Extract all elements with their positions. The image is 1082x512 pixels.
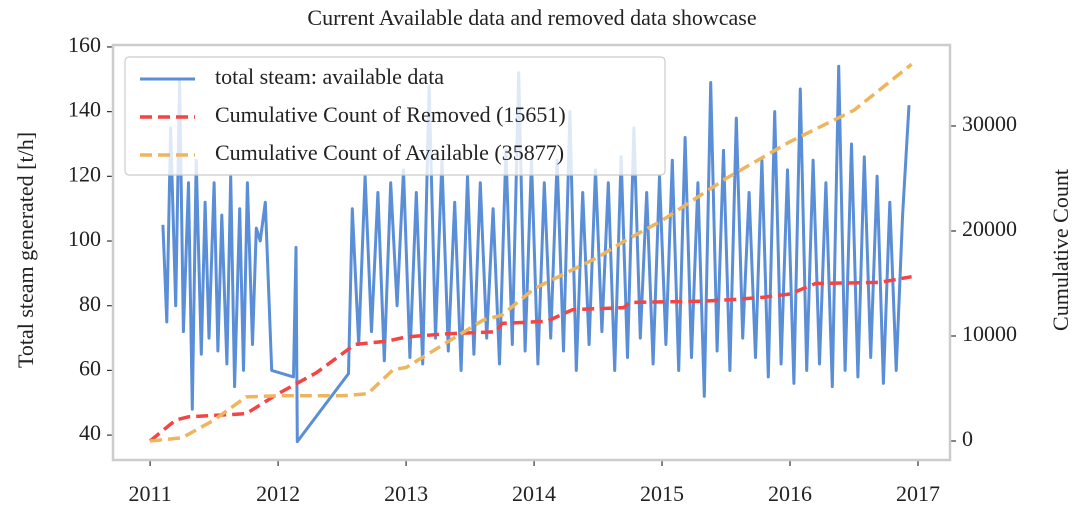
y-tick-label: 80 [79,291,101,316]
y2-tick-label: 10000 [962,321,1017,346]
y-tick-label: 140 [68,97,101,122]
series-line [148,274,912,443]
y2-tick-label: 20000 [962,216,1017,241]
series-line [161,64,911,444]
plot-frame [111,43,952,462]
y2-tick-label: 0 [962,426,973,451]
legend-label: Cumulative Count of Removed (15651) [215,102,566,127]
y2-tick-label: 30000 [962,111,1017,136]
x-tick-label: 2017 [896,481,940,506]
y-tick-label: 160 [68,32,101,57]
x-tick-label: 2014 [512,481,556,506]
x-tick-label: 2013 [384,481,428,506]
x-tick-label: 2015 [640,481,684,506]
x-tick-label: 2012 [256,481,300,506]
legend-box [124,56,666,176]
x-tick-label: 2016 [768,481,812,506]
series-line [149,62,913,443]
y2-axis-label: Cumulative Count [1048,169,1073,331]
legend-label: total steam: available data [215,64,444,89]
y-axis-label: Total steam generated [t/h] [13,132,38,368]
legend: total steam: available data Cumulative Co… [124,56,666,176]
legend-label: Cumulative Count of Available (35877) [215,140,564,165]
y-tick-label: 60 [79,355,101,380]
chart-title: Current Available data and removed data … [307,5,756,30]
x-tick-label: 2011 [129,481,172,506]
y-tick-label: 40 [79,420,101,445]
y-tick-label: 120 [68,161,101,186]
y-tick-label: 100 [68,226,101,251]
